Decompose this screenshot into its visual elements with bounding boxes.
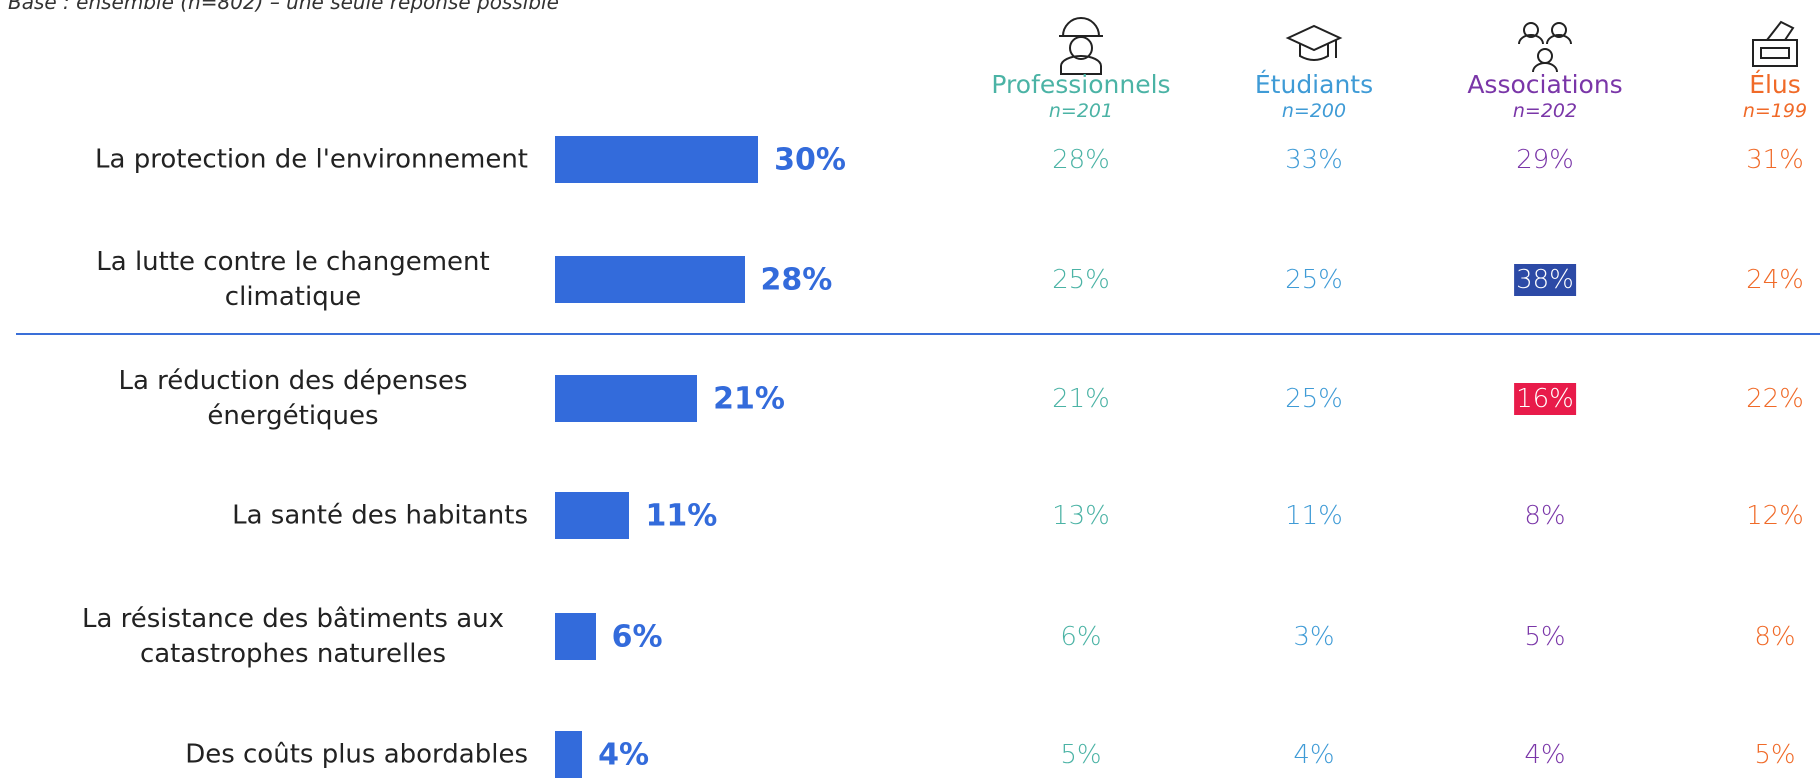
bar xyxy=(555,256,745,303)
group-name: Professionnels xyxy=(991,70,1171,99)
table-cell: 25% xyxy=(1052,265,1110,295)
value-label: 21% xyxy=(713,381,785,417)
category-text: Des coûts plus abordables xyxy=(185,739,528,770)
bar xyxy=(555,136,759,183)
category-label: La réduction des dépenses énergétiques xyxy=(58,364,528,434)
table-cell: 6% xyxy=(1060,622,1102,652)
table-cell: 8% xyxy=(1754,622,1796,652)
group-n: n=199 xyxy=(1742,100,1808,122)
category-label: La protection de l'environnement xyxy=(95,143,528,178)
table-cell: 38% xyxy=(1514,264,1576,296)
category-label: La santé des habitants xyxy=(232,499,528,534)
value-label: 6% xyxy=(611,619,663,655)
value-label: 28% xyxy=(760,262,833,298)
table-cell: 8% xyxy=(1524,501,1566,531)
category-label: La résistance des bâtiments aux catastro… xyxy=(58,602,528,672)
table-cell: 21% xyxy=(1052,384,1110,414)
table-cell: 4% xyxy=(1293,740,1335,770)
group-name: Étudiants xyxy=(1254,70,1374,99)
value-label: 11% xyxy=(645,498,718,534)
category-text: La santé des habitants xyxy=(232,500,528,531)
separator xyxy=(16,333,1820,335)
category-text: La réduction des dépenses énergétiques xyxy=(118,366,468,431)
group-n: n=201 xyxy=(1048,100,1114,122)
table-cell: 33% xyxy=(1285,145,1343,175)
group-n: n=202 xyxy=(1512,100,1578,122)
group-name: Associations xyxy=(1467,70,1623,99)
value-label: 4% xyxy=(598,737,650,773)
table-cell: 28% xyxy=(1052,145,1110,175)
group-name: Élus xyxy=(1749,70,1801,99)
table-cell: 31% xyxy=(1746,145,1804,175)
value-label: 30% xyxy=(774,142,846,178)
category-text: La résistance des bâtiments aux catastro… xyxy=(81,604,505,669)
category-text: La protection de l'environnement xyxy=(95,144,528,175)
icons xyxy=(1059,17,1798,75)
bar xyxy=(555,375,698,422)
subtitle: Base : ensemble (n=802) – une seule répo… xyxy=(8,0,559,14)
bar xyxy=(555,731,583,778)
table-cell: 25% xyxy=(1285,265,1343,295)
category-text: La lutte contre le changement climatique xyxy=(96,247,490,312)
bar xyxy=(555,613,596,660)
category-label: La lutte contre le changement climatique xyxy=(58,245,528,315)
table-cell: 13% xyxy=(1052,501,1110,531)
table-cell: 24% xyxy=(1746,265,1804,295)
category-label: Des coûts plus abordables xyxy=(185,738,528,773)
table-cell: 16% xyxy=(1514,383,1576,415)
table-cell: 5% xyxy=(1754,740,1796,770)
group-n: n=200 xyxy=(1281,100,1347,122)
table-cell: 22% xyxy=(1746,384,1804,414)
table-cell: 11% xyxy=(1285,501,1343,531)
bar xyxy=(555,492,630,539)
table-cell: 12% xyxy=(1746,501,1804,531)
table-cell: 5% xyxy=(1060,740,1102,770)
table-cell: 29% xyxy=(1516,145,1574,175)
table-cell: 4% xyxy=(1524,740,1566,770)
table-cell: 5% xyxy=(1524,622,1566,652)
table-cell: 25% xyxy=(1285,384,1343,414)
table-cell: 3% xyxy=(1293,622,1335,652)
